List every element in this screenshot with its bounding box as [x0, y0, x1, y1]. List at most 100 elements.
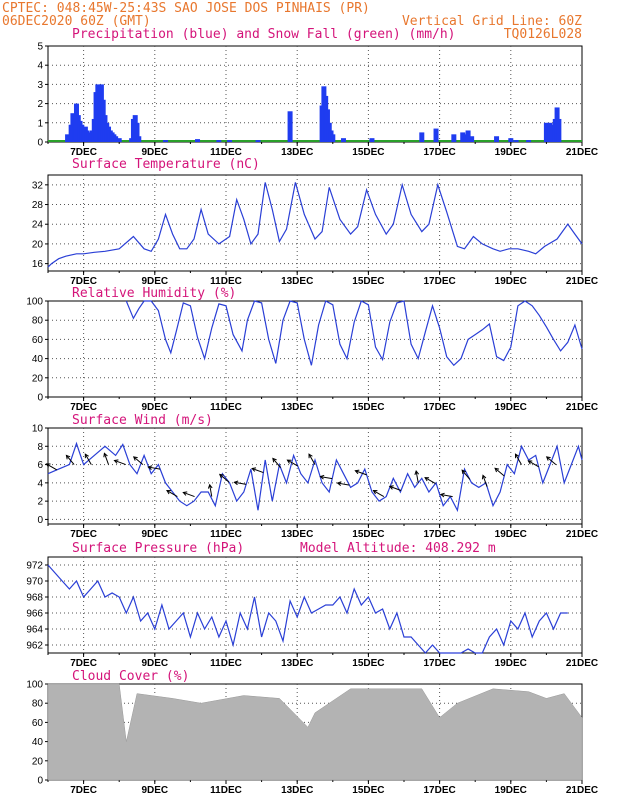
x-tick-label: 15DEC: [352, 529, 384, 540]
wind-arrow-head: [545, 456, 551, 461]
x-tick-label: 13DEC: [281, 785, 313, 796]
wind-arrow: [84, 453, 92, 465]
y-tick-label: 16: [32, 259, 44, 270]
wind-arrow-head: [182, 491, 188, 496]
wind-arrow: [308, 453, 316, 465]
precip-bar: [195, 139, 201, 142]
y-tick-label: 4: [37, 61, 43, 72]
panel-frame: [47, 174, 583, 272]
x-tick-label: 21DEC: [566, 402, 598, 413]
wind-arrow: [209, 484, 213, 497]
x-tick-label: 7DEC: [70, 658, 97, 669]
x-tick-label: 7DEC: [70, 529, 97, 540]
wind-arrow-head: [113, 459, 119, 464]
x-tick-label: 11DEC: [210, 785, 242, 796]
x-tick-label: 17DEC: [423, 529, 455, 540]
precip-bar: [433, 128, 439, 142]
x-tick-label: 19DEC: [495, 147, 527, 158]
x-tick-label: 7DEC: [70, 402, 97, 413]
x-tick-label: 13DEC: [281, 529, 313, 540]
panel-1: 7DEC 9DEC 11DEC 13DEC 15DEC 17DEC 19DEC 21DEC 16…: [32, 174, 598, 287]
header-model-code: TQ0126L028: [504, 27, 582, 42]
x-tick-label: 15DEC: [352, 658, 384, 669]
y-tick-label: 24: [32, 220, 44, 231]
wind-arrow-head: [372, 490, 378, 495]
series-line: [47, 182, 583, 268]
wind-arrow-head: [207, 483, 213, 489]
wind-arrow: [272, 458, 281, 468]
wind-arrow: [103, 453, 109, 465]
x-tick-label: 19DEC: [495, 276, 527, 287]
y-tick-label: 5: [37, 42, 43, 53]
wind-arrow-head: [286, 459, 292, 464]
wind-arrow-head: [218, 473, 224, 479]
wind-arrow: [287, 459, 299, 467]
wind-arrow-head: [147, 465, 153, 470]
wind-arrow: [114, 459, 126, 466]
x-tick-label: 21DEC: [566, 147, 598, 158]
wind-arrow: [251, 467, 264, 474]
x-tick-label: 7DEC: [70, 147, 97, 158]
y-tick-label: 962: [26, 641, 43, 652]
pressure-title: Surface Pressure (hPa): [72, 541, 244, 556]
wind-arrow: [183, 491, 195, 498]
x-tick-label: 9DEC: [141, 402, 168, 413]
y-tick-label: 28: [32, 200, 44, 211]
x-tick-label: 15DEC: [352, 147, 384, 158]
precip-bar: [113, 136, 119, 142]
x-tick-label: 13DEC: [281, 658, 313, 669]
wind-arrow-head: [233, 480, 239, 486]
x-tick-label: 7DEC: [70, 276, 97, 287]
precip-bar: [134, 122, 140, 142]
x-tick-label: 13DEC: [281, 147, 313, 158]
y-tick-label: 3: [37, 80, 43, 91]
cloud-title: Cloud Cover (%): [72, 669, 189, 684]
temperature-title: Surface Temperature (nC): [72, 157, 260, 172]
y-tick-label: 20: [32, 373, 44, 384]
panel-frame: [47, 45, 583, 143]
series-line: [47, 564, 568, 654]
precip-bar: [65, 134, 71, 142]
precip-bar: [227, 140, 233, 142]
x-tick-label: 7DEC: [70, 785, 97, 796]
precip-title: Precipitation (blue) and Snow Fall (gree…: [72, 27, 456, 42]
x-tick-label: 17DEC: [423, 147, 455, 158]
series-line: [47, 441, 583, 513]
wind-arrow: [440, 493, 453, 498]
y-tick-label: 40: [32, 354, 44, 365]
x-tick-label: 19DEC: [495, 658, 527, 669]
y-tick-label: 8: [37, 442, 43, 453]
wind-arrow-head: [319, 474, 325, 480]
wind-arrow-head: [84, 453, 89, 459]
y-tick-label: 80: [32, 699, 44, 710]
y-tick-label: 0: [37, 138, 43, 149]
panel-2: 7DEC 9DEC 11DEC 13DEC 15DEC 17DEC 19DEC 21DEC 0 2…: [26, 297, 598, 414]
x-tick-label: 9DEC: [141, 658, 168, 669]
x-tick-label: 17DEC: [423, 658, 455, 669]
wind-arrow: [219, 473, 230, 483]
x-tick-label: 21DEC: [566, 658, 598, 669]
y-tick-label: 2: [37, 99, 43, 110]
y-tick-label: 4: [37, 478, 43, 489]
y-tick-label: 968: [26, 593, 43, 604]
wind-arrow: [234, 481, 247, 485]
wind-arrow: [166, 490, 178, 498]
y-tick-label: 1: [37, 118, 43, 129]
wind-title: Surface Wind (m/s): [72, 413, 213, 428]
x-tick-label: 19DEC: [495, 785, 527, 796]
panel-4: 7DEC 9DEC 11DEC 13DEC 15DEC 17DEC 19DEC 21DEC 96…: [26, 556, 598, 669]
wind-arrow: [46, 463, 58, 471]
wind-arrow-head: [132, 456, 138, 461]
wind-arrow: [133, 456, 144, 465]
precip-bar: [465, 130, 471, 142]
x-tick-label: 21DEC: [566, 276, 598, 287]
wind-arrow: [337, 482, 350, 486]
precip-bar: [549, 124, 555, 142]
wind-arrow: [528, 460, 539, 468]
wind-arrow-head: [251, 467, 257, 472]
y-tick-label: 40: [32, 737, 44, 748]
panel-5: 7DEC 9DEC 11DEC 13DEC 15DEC 17DEC 19DEC 21DEC 0 2…: [26, 680, 598, 797]
wind-arrow: [148, 466, 161, 470]
x-tick-label: 21DEC: [566, 785, 598, 796]
wind-arrow-head: [461, 469, 467, 475]
